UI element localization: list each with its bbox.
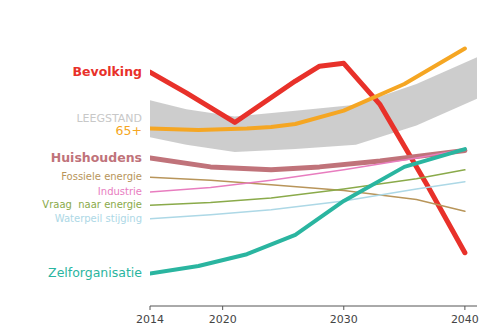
- series-label: Huishoudens: [51, 150, 142, 165]
- x-tick: [464, 306, 465, 310]
- line: [150, 182, 465, 219]
- series-label: Waterpeil stijging: [55, 213, 142, 224]
- x-tick-label: 2020: [209, 313, 237, 326]
- x-tick: [343, 306, 344, 310]
- line: [150, 48, 465, 129]
- series-label: Industrie: [98, 186, 142, 197]
- x-tick-label: 2030: [330, 313, 358, 326]
- series-label: Fossiele energie: [61, 171, 142, 182]
- series-label: 65+: [116, 123, 142, 138]
- line: [150, 170, 465, 206]
- x-tick: [150, 306, 151, 310]
- x-tick: [222, 306, 223, 310]
- series-label: Bevolking: [73, 64, 142, 79]
- line: [150, 149, 465, 273]
- plot-area: [150, 48, 477, 273]
- line: [150, 151, 465, 170]
- x-axis: [150, 306, 477, 307]
- line: [150, 149, 465, 192]
- x-tick-label: 2014: [136, 313, 164, 326]
- x-tick-label: 2040: [451, 313, 479, 326]
- series-label: Vraag naar energie: [42, 199, 142, 210]
- chart: BevolkingLEEGSTAND65+HuishoudensFossiele…: [0, 0, 491, 336]
- series-label: Zelforganisatie: [48, 265, 142, 280]
